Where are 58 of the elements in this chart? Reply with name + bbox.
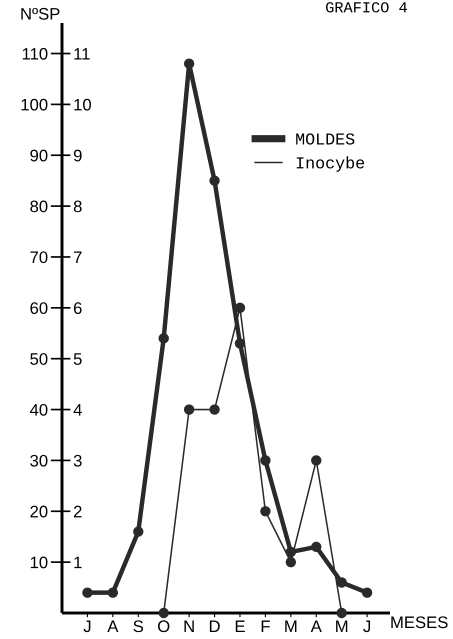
y-tick-label: 90 bbox=[30, 150, 48, 162]
y2-tick-label: 6 bbox=[74, 302, 82, 314]
x-tick-label: A bbox=[107, 620, 118, 632]
point bbox=[158, 608, 169, 618]
y2-tick-label: 3 bbox=[74, 454, 82, 467]
x-tick-label: M bbox=[285, 620, 296, 632]
point bbox=[311, 455, 322, 466]
point bbox=[82, 587, 93, 598]
y2-tick-label: 2 bbox=[74, 506, 82, 518]
y2-tick-label: 8 bbox=[74, 200, 82, 212]
y2-tick-label: 1 bbox=[74, 556, 82, 568]
y-tick-label: 40 bbox=[30, 404, 48, 416]
y2-tick-label: 7 bbox=[74, 252, 82, 264]
y2-tick-label: 10 bbox=[74, 98, 91, 111]
x-tick-label: F bbox=[262, 620, 270, 632]
y-axis-title: NºSP bbox=[21, 8, 60, 20]
point bbox=[184, 58, 194, 69]
y-tick-label: 60 bbox=[30, 302, 48, 314]
point bbox=[286, 556, 296, 568]
point bbox=[234, 302, 246, 314]
x-tick-label: M bbox=[336, 620, 348, 632]
x-tick-label: N bbox=[184, 620, 194, 632]
legend-label: MOLDES bbox=[296, 133, 354, 145]
point bbox=[158, 333, 169, 344]
x-tick-label: J bbox=[84, 620, 90, 632]
y-tick-label: 20 bbox=[30, 506, 48, 518]
point bbox=[311, 542, 322, 552]
y-tick-label: 10 bbox=[30, 556, 48, 568]
point bbox=[108, 587, 118, 598]
point bbox=[362, 587, 372, 598]
y2-tick-label: 4 bbox=[73, 404, 82, 416]
x-tick-label: S bbox=[133, 620, 144, 632]
point bbox=[260, 455, 271, 466]
y-tick-label: 110 bbox=[22, 48, 48, 60]
y2-tick-label: 11 bbox=[74, 48, 90, 60]
y-tick-label: 80 bbox=[30, 200, 48, 212]
x-tick-label: D bbox=[210, 620, 220, 632]
y-tick-label: 30 bbox=[30, 454, 48, 467]
point bbox=[184, 404, 194, 415]
point bbox=[234, 338, 246, 349]
point bbox=[260, 506, 271, 516]
x-tick-label: O bbox=[158, 620, 170, 632]
x-axis-title: MESES bbox=[391, 616, 448, 628]
chart-title: GRAFICO 4 bbox=[326, 2, 407, 12]
x-tick-label: J bbox=[363, 620, 370, 632]
point bbox=[209, 175, 220, 186]
y-tick-label: 70 bbox=[30, 251, 48, 264]
point bbox=[336, 577, 347, 588]
x-tick-label: A bbox=[310, 620, 322, 632]
point bbox=[209, 404, 220, 415]
y2-tick-label: 5 bbox=[74, 353, 82, 365]
legend-label: Inocybe bbox=[296, 156, 364, 172]
y2-tick-label: 9 bbox=[74, 150, 82, 162]
point bbox=[133, 526, 144, 537]
x-tick-label: E bbox=[236, 620, 245, 632]
y-tick-label: 50 bbox=[30, 353, 48, 365]
point bbox=[336, 608, 347, 618]
y-tick-label: 100 bbox=[22, 98, 48, 111]
